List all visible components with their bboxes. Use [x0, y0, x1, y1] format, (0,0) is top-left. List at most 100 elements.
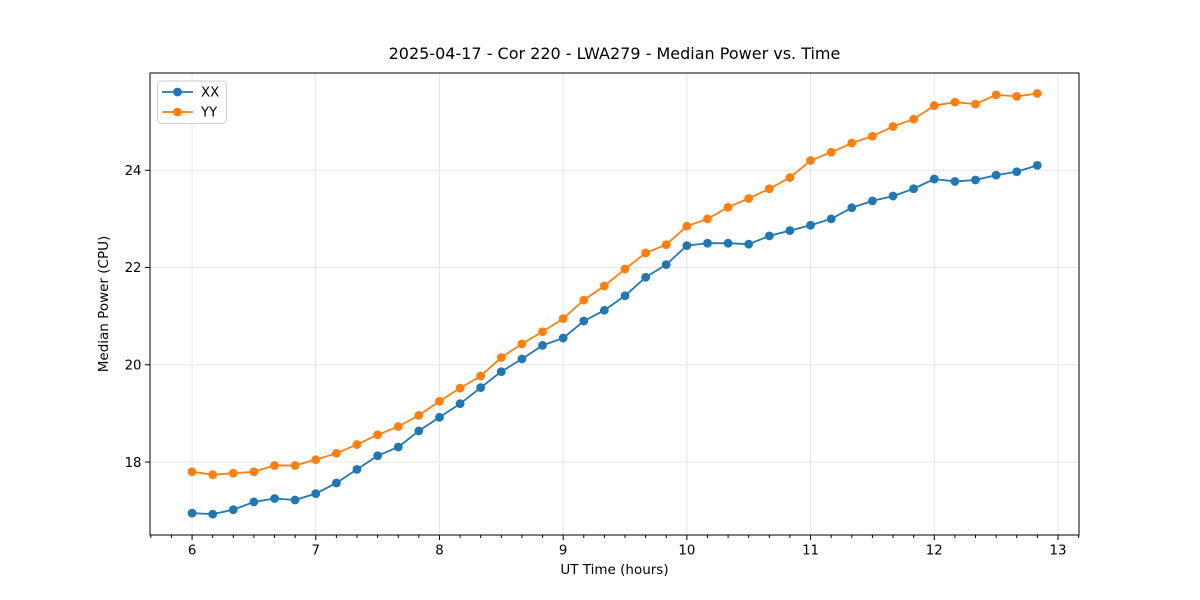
legend: XX YY	[157, 80, 227, 124]
data-point-marker-XX	[888, 191, 898, 201]
data-point-marker-YY	[764, 184, 774, 194]
data-point-marker-XX	[311, 489, 321, 499]
legend-marker-xx	[173, 87, 182, 97]
data-point-marker-XX	[579, 316, 589, 326]
data-point-marker-XX	[641, 272, 651, 282]
data-point-marker-YY	[352, 440, 362, 449]
y-tick-label: 24	[125, 164, 142, 179]
data-point-marker-YY	[909, 114, 919, 124]
data-point-marker-YY	[703, 214, 712, 224]
data-point-marker-XX	[476, 383, 486, 393]
data-point-marker-YY	[228, 468, 238, 478]
series-YY	[187, 89, 1042, 480]
data-point-marker-YY	[435, 396, 444, 406]
data-point-marker-YY	[208, 470, 218, 480]
series-layer	[187, 89, 1042, 519]
data-point-marker-XX	[723, 238, 733, 248]
y-tick-label: 20	[125, 358, 142, 373]
data-point-marker-XX	[661, 260, 671, 270]
data-point-marker-YY	[187, 467, 197, 477]
data-point-marker-YY	[455, 383, 465, 393]
x-tick-label: 7	[312, 544, 320, 559]
data-point-marker-YY	[599, 281, 609, 291]
y-axis-label: Median Power (CPU)	[96, 236, 112, 372]
data-point-marker-YY	[579, 295, 589, 305]
y-tick-label: 22	[125, 261, 142, 276]
data-point-marker-YY	[950, 97, 960, 107]
data-point-marker-XX	[703, 238, 712, 248]
data-point-marker-XX	[435, 412, 444, 422]
data-point-marker-YY	[393, 422, 403, 431]
grid-layer	[150, 73, 1079, 535]
data-point-marker-YY	[641, 248, 651, 258]
x-tick-label: 12	[926, 544, 943, 559]
tick-layer: 6 7 8 9 10 11 12 13 18 20 22 24	[125, 164, 1080, 559]
x-tick-label: 6	[188, 544, 196, 559]
data-point-marker-XX	[187, 508, 197, 518]
data-point-marker-YY	[785, 173, 795, 182]
data-point-marker-XX	[929, 174, 939, 184]
chart-title: 2025-04-17 - Cor 220 - LWA279 - Median P…	[389, 44, 841, 63]
data-point-marker-XX	[352, 464, 362, 474]
data-point-marker-YY	[847, 138, 857, 148]
legend-entry-yy: YY	[162, 106, 218, 121]
data-point-marker-YY	[826, 147, 836, 157]
data-point-marker-XX	[228, 505, 238, 515]
data-point-marker-YY	[270, 461, 279, 470]
data-point-marker-XX	[950, 177, 960, 186]
data-point-marker-YY	[929, 101, 939, 110]
data-point-marker-YY	[414, 410, 424, 420]
x-axis-label: UT Time (hours)	[560, 562, 668, 578]
data-point-marker-XX	[373, 451, 383, 461]
data-point-marker-XX	[744, 239, 754, 249]
data-point-marker-XX	[764, 231, 774, 241]
data-point-marker-YY	[538, 327, 547, 337]
data-point-marker-YY	[723, 202, 733, 212]
data-point-marker-XX	[558, 333, 568, 343]
data-point-marker-XX	[806, 220, 815, 230]
data-point-marker-YY	[373, 430, 383, 440]
x-tick-label: 9	[559, 544, 567, 559]
data-point-marker-YY	[682, 221, 692, 231]
data-point-marker-YY	[991, 90, 1001, 100]
data-point-marker-YY	[558, 314, 568, 323]
data-point-marker-XX	[620, 291, 630, 301]
data-point-marker-XX	[909, 184, 919, 194]
x-tick-label: 8	[435, 544, 443, 559]
data-point-marker-XX	[208, 509, 218, 519]
data-point-marker-YY	[971, 99, 980, 109]
data-point-marker-YY	[496, 353, 506, 362]
data-point-marker-XX	[826, 214, 836, 224]
data-point-marker-XX	[847, 203, 857, 213]
data-point-marker-XX	[1032, 161, 1042, 170]
data-point-marker-YY	[332, 448, 341, 458]
series-XX	[187, 161, 1042, 519]
data-point-marker-XX	[414, 426, 424, 436]
data-point-marker-XX	[682, 241, 692, 251]
data-point-marker-XX	[599, 305, 609, 315]
data-point-marker-YY	[249, 467, 259, 477]
data-point-marker-XX	[393, 442, 403, 452]
data-point-marker-XX	[249, 497, 259, 507]
x-tick-label: 11	[802, 544, 819, 559]
data-point-marker-YY	[311, 455, 321, 465]
legend-label-yy: YY	[200, 106, 218, 121]
data-point-marker-YY	[290, 461, 300, 470]
y-tick-label: 18	[125, 456, 142, 471]
data-point-marker-XX	[455, 399, 465, 409]
data-point-marker-XX	[991, 170, 1001, 180]
series-YY-line	[191, 92, 1039, 476]
data-point-marker-XX	[1012, 167, 1022, 177]
data-point-marker-XX	[290, 495, 300, 505]
data-point-marker-XX	[517, 354, 527, 364]
data-point-marker-XX	[538, 340, 547, 350]
data-point-marker-XX	[971, 175, 980, 185]
x-tick-label: 13	[1050, 544, 1067, 559]
data-point-marker-YY	[888, 122, 898, 131]
legend-label-xx: XX	[201, 86, 219, 101]
data-point-marker-XX	[868, 196, 877, 206]
data-point-marker-YY	[517, 339, 527, 349]
data-point-marker-XX	[270, 494, 279, 503]
plot-area-border	[149, 72, 1080, 536]
